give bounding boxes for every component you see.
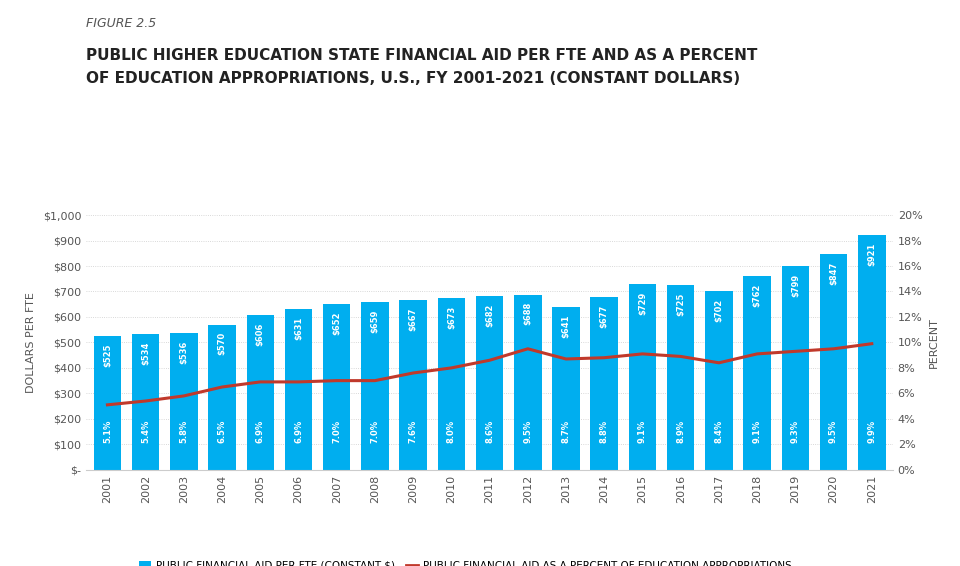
Text: $725: $725 xyxy=(676,293,685,316)
Text: 7.6%: 7.6% xyxy=(409,420,418,443)
Text: $688: $688 xyxy=(523,302,532,325)
Bar xyxy=(552,307,580,470)
Text: $652: $652 xyxy=(332,311,341,335)
Text: OF EDUCATION APPROPRIATIONS, U.S., FY 2001-2021 (CONSTANT DOLLARS): OF EDUCATION APPROPRIATIONS, U.S., FY 20… xyxy=(86,71,740,86)
Text: 9.1%: 9.1% xyxy=(753,420,761,443)
Text: $659: $659 xyxy=(371,310,379,333)
Text: $921: $921 xyxy=(867,243,876,266)
Text: 8.8%: 8.8% xyxy=(600,420,609,443)
Text: $762: $762 xyxy=(753,284,761,307)
Text: 7.0%: 7.0% xyxy=(332,420,341,443)
Text: 5.1%: 5.1% xyxy=(103,420,112,443)
Bar xyxy=(629,284,657,470)
Text: 9.9%: 9.9% xyxy=(867,420,876,443)
Text: 5.8%: 5.8% xyxy=(180,420,188,443)
Text: $631: $631 xyxy=(294,317,303,340)
Text: 8.0%: 8.0% xyxy=(447,420,456,443)
Bar xyxy=(476,296,503,470)
Bar xyxy=(247,315,274,470)
Text: 6.5%: 6.5% xyxy=(218,420,227,443)
Text: $799: $799 xyxy=(791,274,800,297)
Bar xyxy=(399,300,427,470)
Text: $677: $677 xyxy=(600,305,609,328)
Bar xyxy=(706,291,732,470)
Text: 8.7%: 8.7% xyxy=(562,420,570,443)
Bar xyxy=(514,294,541,470)
Text: $667: $667 xyxy=(409,307,418,331)
Text: 8.6%: 8.6% xyxy=(485,420,494,443)
Text: 7.0%: 7.0% xyxy=(371,420,379,443)
Text: $729: $729 xyxy=(638,291,647,315)
Text: $641: $641 xyxy=(562,314,570,338)
Bar xyxy=(361,302,389,470)
Y-axis label: DOLLARS PER FTE: DOLLARS PER FTE xyxy=(26,292,36,393)
Bar xyxy=(170,333,198,470)
Text: 6.9%: 6.9% xyxy=(294,420,303,443)
Text: 9.3%: 9.3% xyxy=(791,420,800,443)
Text: 8.4%: 8.4% xyxy=(714,420,724,443)
Bar xyxy=(94,336,121,470)
Bar xyxy=(323,304,350,470)
Text: 8.9%: 8.9% xyxy=(676,420,685,443)
Bar xyxy=(820,254,848,470)
Text: PUBLIC HIGHER EDUCATION STATE FINANCIAL AID PER FTE AND AS A PERCENT: PUBLIC HIGHER EDUCATION STATE FINANCIAL … xyxy=(86,48,757,63)
Bar xyxy=(743,276,771,470)
Text: $682: $682 xyxy=(485,304,494,327)
Bar xyxy=(781,266,809,470)
Bar xyxy=(438,298,466,470)
Text: $534: $534 xyxy=(141,341,150,365)
Text: 6.9%: 6.9% xyxy=(255,420,265,443)
Legend: PUBLIC FINANCIAL AID PER FTE (CONSTANT $), PUBLIC FINANCIAL AID AS A PERCENT OF : PUBLIC FINANCIAL AID PER FTE (CONSTANT $… xyxy=(134,556,797,566)
Text: 9.5%: 9.5% xyxy=(523,420,532,443)
Bar xyxy=(667,285,694,470)
Bar xyxy=(208,324,236,470)
Text: $536: $536 xyxy=(180,341,188,365)
Text: $673: $673 xyxy=(447,306,456,329)
Bar xyxy=(285,309,312,470)
Text: 9.1%: 9.1% xyxy=(638,420,647,443)
Text: $606: $606 xyxy=(255,323,265,346)
Bar xyxy=(132,334,159,470)
Bar xyxy=(590,297,618,470)
Text: 5.4%: 5.4% xyxy=(141,420,150,443)
Bar xyxy=(858,235,885,470)
Text: 9.5%: 9.5% xyxy=(829,420,838,443)
Text: $570: $570 xyxy=(218,332,227,355)
Text: FIGURE 2.5: FIGURE 2.5 xyxy=(86,17,156,30)
Y-axis label: PERCENT: PERCENT xyxy=(929,317,939,368)
Text: $702: $702 xyxy=(714,299,724,322)
Text: $525: $525 xyxy=(103,344,112,367)
Text: $847: $847 xyxy=(829,261,838,285)
